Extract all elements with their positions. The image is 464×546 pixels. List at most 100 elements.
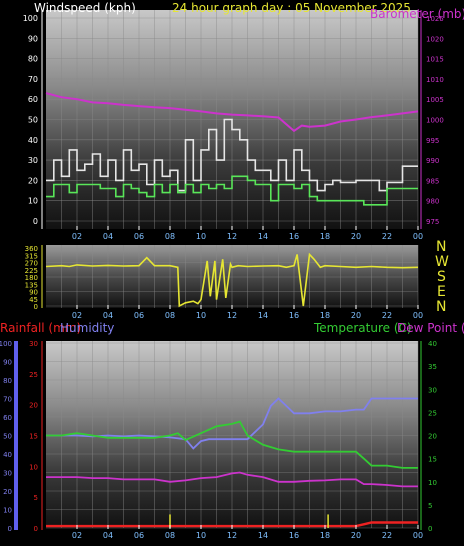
- wind-y-tick-label: 30: [28, 156, 38, 165]
- x-tick-label: 08: [165, 311, 175, 320]
- wind-y-tick-label: 80: [28, 55, 38, 64]
- direction-y-tick-label: 135: [25, 281, 38, 289]
- compass-label-e: E: [437, 284, 446, 300]
- x-tick-label: 22: [382, 311, 392, 320]
- temperature-y-tick-label: 30: [428, 386, 437, 394]
- rain-y-tick-label: 5: [34, 494, 38, 502]
- x-tick-label: 06: [134, 311, 144, 320]
- x-tick-label: 12: [227, 232, 237, 241]
- x-tick-label: 10: [196, 531, 206, 540]
- x-tick-label: 10: [196, 232, 206, 241]
- x-tick-label: 16: [289, 232, 299, 241]
- pressure-y-tick-label: 1000: [426, 117, 444, 125]
- x-tick-label: 20: [351, 232, 361, 241]
- pressure-y-tick-label: 975: [426, 218, 439, 226]
- x-tick-label: 14: [258, 232, 268, 241]
- axis-ticks: 0102030405060708090100975980985990995100…: [0, 10, 444, 540]
- x-tick-label: 16: [289, 311, 299, 320]
- pressure-y-tick-label: 1025: [426, 15, 444, 23]
- humidity-line: [46, 397, 418, 450]
- pressure-y-tick-label: 1015: [426, 56, 444, 64]
- graph-title: 24 hour graph day : 05 November 2025: [172, 1, 411, 15]
- temperature-y-tick-label: 40: [428, 340, 437, 348]
- compass-labels: N W S E N: [435, 239, 449, 315]
- humidity-y-tick-label: 40: [3, 451, 12, 459]
- humidity-y-tick-label: 10: [3, 507, 12, 515]
- x-tick-label: 00: [413, 311, 423, 320]
- x-tick-label: 08: [165, 531, 175, 540]
- x-tick-label: 22: [382, 232, 392, 241]
- humidity-y-tick-label: 30: [3, 470, 12, 478]
- direction-y-tick-label: 360: [25, 245, 38, 253]
- x-tick-label: 00: [413, 531, 423, 540]
- x-tick-label: 12: [227, 311, 237, 320]
- wind-y-tick-label: 0: [33, 217, 38, 226]
- temperature-y-tick-label: 10: [428, 479, 437, 487]
- x-tick-label: 06: [134, 531, 144, 540]
- x-tick-label: 00: [413, 232, 423, 241]
- wind-y-tick-label: 40: [28, 136, 38, 145]
- x-tick-label: 04: [103, 311, 113, 320]
- rain-y-tick-label: 10: [29, 463, 38, 471]
- x-tick-label: 20: [351, 311, 361, 320]
- x-tick-label: 08: [165, 232, 175, 241]
- humidity-y-tick-label: 100: [0, 340, 12, 348]
- rain-y-tick-label: 15: [29, 433, 38, 441]
- temperature-y-tick-label: 25: [428, 409, 437, 417]
- x-tick-label: 04: [103, 232, 113, 241]
- direction-y-tick-label: 45: [29, 296, 38, 304]
- x-tick-label: 06: [134, 232, 144, 241]
- temperature-axis-label: Temperature (C): [313, 321, 412, 335]
- wind-y-tick-label: 50: [28, 116, 38, 125]
- wind-direction-line: [45, 252, 419, 308]
- x-tick-label: 14: [258, 311, 268, 320]
- humidity-y-tick-label: 80: [3, 377, 12, 385]
- x-tick-label: 12: [227, 531, 237, 540]
- pressure-y-tick-label: 1005: [426, 96, 444, 104]
- wind-y-tick-label: 100: [23, 14, 38, 23]
- x-tick-label: 14: [258, 531, 268, 540]
- x-tick-label: 20: [351, 531, 361, 540]
- barometer-axis-label: Barometer (mb): [370, 7, 464, 21]
- direction-y-tick-label: 0: [34, 303, 38, 311]
- compass-label-s: S: [437, 269, 446, 285]
- humidity-axis-label: Humidity: [60, 321, 114, 335]
- rain-y-tick-label: 20: [29, 402, 38, 410]
- rain-y-tick-label: 0: [34, 525, 38, 533]
- pressure-y-tick-label: 990: [426, 157, 439, 165]
- x-tick-label: 04: [103, 531, 113, 540]
- temperature-y-tick-label: 35: [428, 363, 437, 371]
- pressure-y-tick-label: 1010: [426, 76, 444, 84]
- windspeed-axis-label: Windspeed (kph): [34, 1, 136, 15]
- temperature-y-tick-label: 15: [428, 456, 437, 464]
- x-tick-label: 02: [72, 232, 82, 241]
- dewpoint-line: [46, 471, 418, 488]
- wind-y-tick-label: 90: [28, 34, 38, 43]
- pressure-y-tick-label: 985: [426, 177, 439, 185]
- compass-label-w: W: [435, 254, 449, 270]
- pressure-y-tick-label: 1020: [426, 35, 444, 43]
- compass-label-n-top: N: [436, 239, 446, 255]
- humidity-y-tick-label: 90: [3, 359, 12, 367]
- direction-y-tick-label: 270: [25, 260, 38, 268]
- rainfall-line: [46, 521, 418, 528]
- wind-y-tick-label: 60: [28, 95, 38, 104]
- wind-average-line: [46, 175, 418, 206]
- direction-y-tick-label: 90: [29, 289, 38, 297]
- temperature-y-tick-label: 20: [428, 433, 437, 441]
- x-tick-label: 18: [320, 232, 330, 241]
- series-lines: [45, 92, 419, 528]
- temperature-y-tick-label: 0: [428, 525, 432, 533]
- x-tick-label: 02: [72, 531, 82, 540]
- wind-y-tick-label: 70: [28, 75, 38, 84]
- x-tick-label: 18: [320, 311, 330, 320]
- direction-y-tick-label: 315: [25, 252, 38, 260]
- humidity-y-tick-label: 70: [3, 396, 12, 404]
- x-tick-label: 22: [382, 531, 392, 540]
- x-tick-label: 18: [320, 531, 330, 540]
- wind-gust-line: [46, 118, 418, 192]
- pressure-y-tick-label: 980: [426, 198, 439, 206]
- rainfall-axis-label: Rainfall (mm): [0, 321, 81, 335]
- humidity-y-tick-label: 50: [3, 433, 12, 441]
